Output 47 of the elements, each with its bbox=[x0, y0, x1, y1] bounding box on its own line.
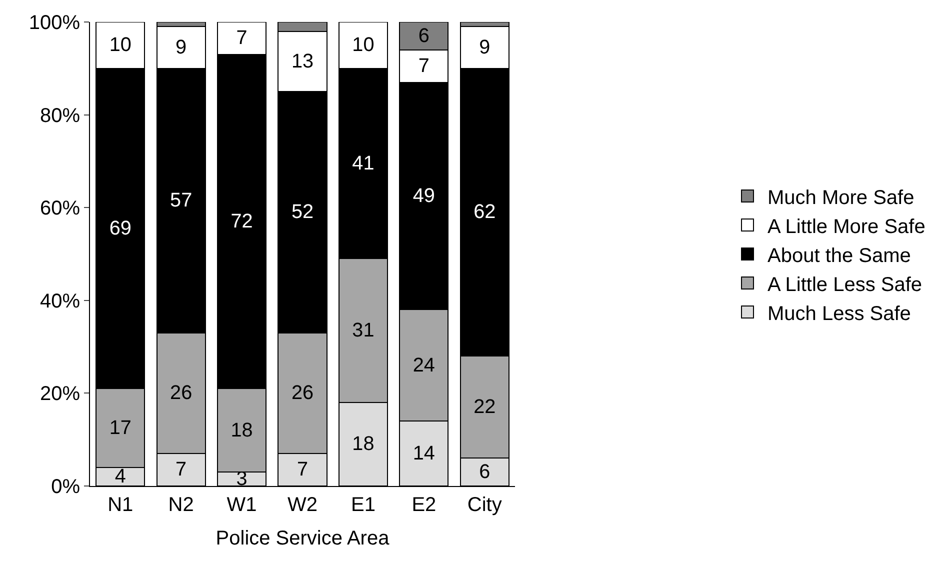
data-label: 10 bbox=[109, 34, 132, 56]
y-tick-label: 20% bbox=[40, 383, 80, 406]
data-label: 14 bbox=[412, 442, 435, 464]
data-label: 7 bbox=[296, 458, 308, 481]
data-label: 24 bbox=[412, 354, 435, 376]
data-label: 7 bbox=[236, 27, 248, 50]
x-axis-title: Police Service Area bbox=[216, 528, 390, 550]
legend-label: A Little Less Safe bbox=[768, 274, 922, 296]
legend-label: Much More Safe bbox=[768, 186, 914, 209]
data-label: 4 bbox=[114, 466, 126, 488]
y-tick-label: 100% bbox=[28, 12, 80, 34]
x-tick-label: W2 bbox=[288, 494, 318, 516]
data-label: 6 bbox=[479, 461, 490, 484]
data-label: 52 bbox=[291, 201, 314, 224]
data-label: 62 bbox=[474, 201, 496, 224]
legend-label: About the Same bbox=[768, 244, 911, 267]
data-label: 26 bbox=[291, 382, 314, 404]
data-label: 41 bbox=[352, 152, 374, 174]
y-tick-label: 60% bbox=[40, 198, 80, 220]
data-label: 26 bbox=[170, 382, 192, 404]
data-label: 7 bbox=[176, 458, 187, 481]
x-tick-label: W1 bbox=[226, 494, 257, 516]
x-tick-label: E1 bbox=[350, 494, 376, 516]
data-label: 31 bbox=[352, 320, 374, 342]
data-label: 9 bbox=[176, 36, 187, 58]
y-tick-label: 80% bbox=[40, 104, 80, 127]
data-label: 69 bbox=[109, 217, 132, 240]
data-label: 10 bbox=[352, 34, 374, 56]
data-label: 17 bbox=[109, 416, 132, 439]
legend-label: Much Less Safe bbox=[768, 302, 911, 325]
x-tick-label: N2 bbox=[168, 494, 194, 516]
data-label: 22 bbox=[474, 396, 496, 418]
legend-label: A Little More Safe bbox=[768, 216, 926, 238]
x-tick-label: City bbox=[467, 494, 502, 516]
data-label: 18 bbox=[352, 433, 374, 456]
y-tick-label: 40% bbox=[40, 290, 80, 312]
data-label: 49 bbox=[412, 184, 435, 207]
x-tick-label: E2 bbox=[412, 494, 436, 516]
data-label: 6 bbox=[418, 24, 430, 47]
data-label: 7 bbox=[418, 55, 430, 78]
data-label: 18 bbox=[230, 419, 253, 442]
data-label: 72 bbox=[230, 210, 253, 232]
y-tick-label: 0% bbox=[51, 476, 80, 498]
data-label: 57 bbox=[170, 190, 192, 212]
data-label: 9 bbox=[479, 36, 490, 58]
data-label: 13 bbox=[291, 50, 314, 72]
x-tick-label: N1 bbox=[108, 494, 134, 516]
